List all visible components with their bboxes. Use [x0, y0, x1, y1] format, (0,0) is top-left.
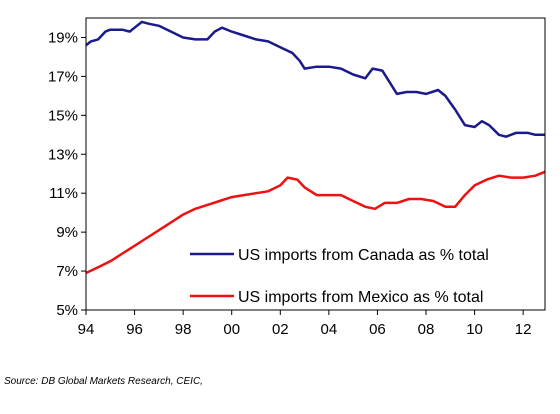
x-tick-label: 00 — [223, 321, 240, 338]
legend-label-mexico: US imports from Mexico as % total — [238, 289, 483, 306]
line-chart: 5% 7% 9% 11% 13% 15% 17% 19% 94 96 98 00 02 04 06 08 10… — [48, 17, 546, 338]
y-tick-label: 5% — [56, 302, 78, 319]
y-tick-label: 15% — [48, 107, 78, 124]
series-line-canada — [85, 20, 545, 138]
x-tick-label: 96 — [126, 321, 143, 338]
x-tick-label: 10 — [466, 321, 483, 338]
x-tick-label: 06 — [369, 321, 386, 338]
y-tick-label: 13% — [48, 146, 78, 163]
y-tick-label: 17% — [48, 68, 78, 85]
legend-item-canada: US imports from Canada as % total — [190, 247, 489, 264]
y-tick-label: 19% — [48, 29, 78, 46]
y-axis-ticks: 5% 7% 9% 11% 13% 15% 17% 19% — [48, 29, 86, 319]
series-layer — [85, 20, 546, 275]
y-tick-label: 9% — [56, 224, 78, 241]
legend: US imports from Canada as % total US imp… — [190, 247, 489, 306]
x-tick-label: 08 — [418, 321, 435, 338]
plot-frame — [85, 17, 546, 311]
source-note: Source: DB Global Markets Research, CEIC… — [4, 376, 203, 387]
x-axis-ticks: 94 96 98 00 02 04 06 08 10 12 — [78, 310, 532, 338]
x-tick-label: 94 — [78, 321, 95, 338]
legend-item-mexico: US imports from Mexico as % total — [190, 289, 483, 306]
series-line-mexico — [85, 170, 546, 275]
x-tick-label: 04 — [321, 321, 338, 338]
legend-label-canada: US imports from Canada as % total — [238, 247, 489, 264]
x-tick-label: 12 — [515, 321, 532, 338]
y-tick-label: 11% — [49, 185, 78, 202]
x-tick-label: 02 — [272, 321, 289, 338]
y-tick-label: 7% — [56, 263, 78, 280]
x-tick-label: 98 — [175, 321, 192, 338]
